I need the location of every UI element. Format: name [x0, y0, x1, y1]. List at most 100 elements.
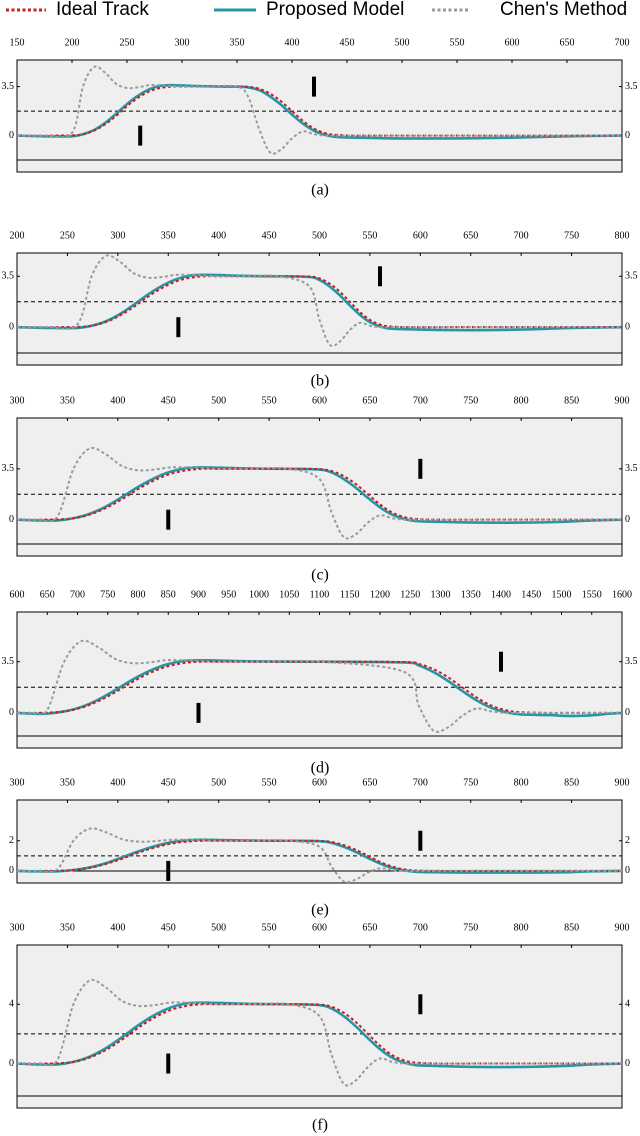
- x-tick-label: 800: [514, 922, 529, 933]
- legend-label: Ideal Track: [56, 0, 149, 20]
- series-line: [16, 275, 622, 329]
- y-tick-label: 0: [9, 1058, 14, 1069]
- x-tick-label: 500: [395, 37, 410, 48]
- x-tick-label: 1000: [249, 589, 269, 600]
- x-tick-label: 200: [10, 230, 25, 241]
- x-tick-label: 150: [10, 37, 25, 48]
- plot-area: [16, 59, 623, 173]
- obstacle: [166, 860, 171, 881]
- x-tick-label: 400: [285, 37, 300, 48]
- series-line: [16, 65, 622, 155]
- y-tick-label: 3.5: [2, 463, 15, 474]
- obstacle: [176, 317, 181, 338]
- series-line: [16, 85, 622, 137]
- x-tick-label: 700: [413, 777, 428, 788]
- x-tick-label: 350: [60, 922, 75, 933]
- x-tick-label: 700: [413, 395, 428, 406]
- series-line: [16, 83, 623, 140]
- x-tick-label: 900: [191, 589, 206, 600]
- series-line: [16, 978, 622, 1087]
- x-tick-label: 450: [161, 395, 176, 406]
- x-tick-label: 500: [211, 395, 226, 406]
- panel-label: (d): [311, 760, 330, 777]
- obstacle: [378, 266, 382, 287]
- x-tick-label: 750: [100, 589, 115, 600]
- x-tick-label: 450: [161, 777, 176, 788]
- y-tick-label: 0: [9, 130, 14, 141]
- y-tick-label: 3.5: [625, 271, 638, 282]
- x-tick-label: 1350: [461, 589, 481, 600]
- series-line: [16, 827, 622, 884]
- obstacle: [312, 76, 316, 97]
- x-tick-label: 650: [463, 230, 478, 241]
- x-tick-label: 650: [362, 777, 377, 788]
- x-tick-label: 1500: [552, 589, 572, 600]
- x-tick-label: 950: [221, 589, 236, 600]
- x-tick-label: 1450: [521, 589, 541, 600]
- x-tick-label: 250: [120, 37, 135, 48]
- x-tick-label: 1600: [612, 589, 632, 600]
- legend-label: Proposed Model: [266, 0, 404, 20]
- obstacle: [166, 509, 171, 530]
- x-tick-label: 700: [70, 589, 85, 600]
- x-tick-label: 400: [110, 395, 125, 406]
- x-tick-label: 350: [230, 37, 245, 48]
- x-tick-label: 700: [413, 922, 428, 933]
- x-tick-label: 450: [340, 37, 355, 48]
- x-tick-label: 1100: [310, 589, 330, 600]
- x-tick-label: 300: [10, 777, 25, 788]
- x-tick-label: 400: [211, 230, 226, 241]
- x-tick-label: 1150: [340, 589, 360, 600]
- x-tick-label: 550: [362, 230, 377, 241]
- obstacle: [418, 830, 423, 851]
- x-tick-label: 500: [211, 777, 226, 788]
- x-tick-label: 750: [463, 777, 478, 788]
- x-tick-label: 400: [110, 922, 125, 933]
- obstacle: [499, 651, 503, 672]
- x-tick-label: 900: [615, 395, 630, 406]
- x-tick-label: 850: [564, 395, 579, 406]
- x-tick-label: 1250: [400, 589, 420, 600]
- panel-label: (e): [311, 902, 329, 919]
- x-tick-label: 350: [60, 395, 75, 406]
- y-tick-label: 3.5: [2, 271, 15, 282]
- x-tick-label: 1200: [370, 589, 390, 600]
- x-tick-label: 750: [463, 395, 478, 406]
- x-tick-label: 700: [514, 230, 529, 241]
- x-tick-label: 800: [615, 230, 630, 241]
- x-tick-label: 1050: [279, 589, 299, 600]
- x-tick-label: 500: [211, 922, 226, 933]
- y-tick-label: 0: [625, 865, 630, 876]
- x-tick-label: 600: [413, 230, 428, 241]
- x-tick-label: 800: [131, 589, 146, 600]
- obstacle: [418, 458, 423, 479]
- y-tick-label: 0: [625, 321, 630, 332]
- x-tick-label: 1550: [582, 589, 602, 600]
- panel-label: (f): [312, 1117, 328, 1134]
- obstacle: [418, 994, 423, 1015]
- obstacle: [166, 1053, 171, 1074]
- x-tick-label: 450: [262, 230, 277, 241]
- x-tick-label: 350: [60, 777, 75, 788]
- panel-label: (c): [311, 567, 329, 584]
- x-tick-label: 300: [10, 395, 25, 406]
- series-line: [16, 446, 622, 540]
- x-tick-label: 650: [362, 922, 377, 933]
- plot-area: [16, 944, 623, 1109]
- panel-label: (b): [311, 373, 330, 390]
- y-tick-label: 0: [9, 707, 14, 718]
- series-line: [16, 1003, 622, 1065]
- x-tick-label: 250: [60, 230, 75, 241]
- x-tick-label: 750: [463, 922, 478, 933]
- x-tick-label: 300: [10, 922, 25, 933]
- x-tick-label: 750: [564, 230, 579, 241]
- y-tick-label: 3.5: [625, 81, 638, 92]
- x-tick-label: 800: [514, 395, 529, 406]
- legend-label: Chen's Method: [500, 0, 627, 20]
- y-tick-label: 0: [9, 514, 14, 525]
- x-tick-label: 400: [110, 777, 125, 788]
- x-tick-label: 850: [564, 777, 579, 788]
- x-tick-label: 900: [615, 922, 630, 933]
